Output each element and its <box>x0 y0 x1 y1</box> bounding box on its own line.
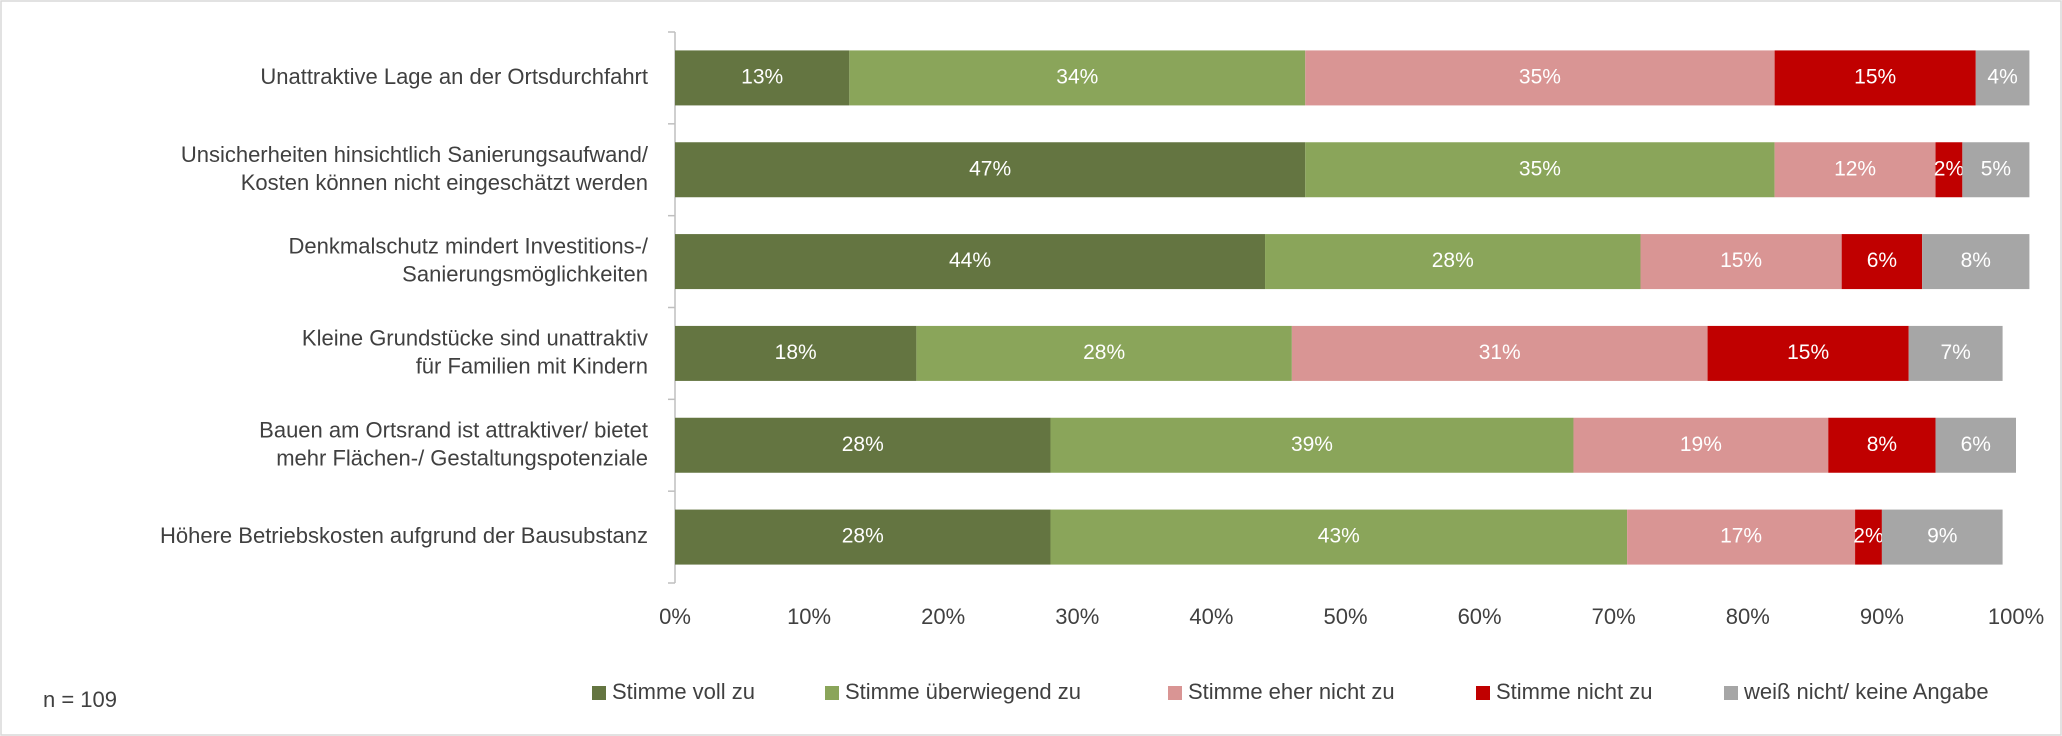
bar-segment <box>675 50 850 106</box>
bar-segment <box>1935 417 2016 473</box>
bar-segment <box>1627 509 1856 565</box>
x-tick-label: 60% <box>1458 604 1502 629</box>
category-label: Denkmalschutz mindert Investitions-/ Sani… <box>289 233 649 286</box>
bar-segment <box>675 417 1051 473</box>
bar-segment <box>1962 142 2030 198</box>
bar-segment <box>1774 142 1936 198</box>
bar-segment <box>1881 509 2003 565</box>
bar-segment <box>1922 234 2030 290</box>
category-label-line: Denkmalschutz mindert Investitions-/ <box>289 233 649 258</box>
bar-segment <box>1291 325 1708 381</box>
bar-segment <box>675 234 1266 290</box>
bar-segment <box>1305 142 1775 198</box>
x-tick-label: 50% <box>1323 604 1367 629</box>
value-label: 44% <box>949 249 991 272</box>
value-label: 28% <box>1083 341 1125 364</box>
bar-segment <box>1774 50 1976 106</box>
bar-segment <box>1265 234 1641 290</box>
x-tick-label: 0% <box>659 604 691 629</box>
x-tick-label: 70% <box>1592 604 1636 629</box>
bar-segment <box>1305 50 1775 106</box>
value-label: 47% <box>969 157 1011 180</box>
value-label: 6% <box>1961 433 1991 456</box>
bar-segment <box>1841 234 1923 290</box>
bar-segment <box>675 142 1306 198</box>
value-label: 2% <box>1934 157 1964 180</box>
legend-label: Stimme voll zu <box>612 679 755 704</box>
value-label: 28% <box>842 525 884 548</box>
category-label-line: mehr Flächen-/ Gestaltungspotenziale <box>276 445 648 470</box>
value-label: 8% <box>1961 249 1991 272</box>
legend-label: weiß nicht/ keine Angabe <box>1743 679 1989 704</box>
bar-segment <box>1908 325 2003 381</box>
value-label: 15% <box>1787 341 1829 364</box>
bar-segment <box>916 325 1292 381</box>
category-label: Bauen am Ortsrand ist attraktiver/ biete… <box>259 417 648 470</box>
value-label: 43% <box>1318 525 1360 548</box>
value-label: 19% <box>1680 433 1722 456</box>
bar-segment <box>1935 142 1963 198</box>
value-label: 17% <box>1720 525 1762 548</box>
value-label: 8% <box>1867 433 1897 456</box>
x-tick-label: 30% <box>1055 604 1099 629</box>
x-tick-label: 10% <box>787 604 831 629</box>
value-label: 7% <box>1940 341 1970 364</box>
legend-label: Stimme eher nicht zu <box>1188 679 1395 704</box>
value-label: 39% <box>1291 433 1333 456</box>
legend-swatch <box>825 686 839 700</box>
category-label-line: für Familien mit Kindern <box>416 353 648 378</box>
value-label: 18% <box>775 341 817 364</box>
bar-segment <box>675 509 1051 565</box>
value-label: 5% <box>1981 157 2011 180</box>
bar-segment <box>849 50 1306 106</box>
category-label-line: Kosten können nicht eingeschätzt werden <box>241 170 648 195</box>
value-label: 2% <box>1853 525 1883 548</box>
x-tick-label: 90% <box>1860 604 1904 629</box>
value-label: 15% <box>1854 65 1896 88</box>
bar-segment <box>1707 325 1909 381</box>
value-label: 28% <box>1432 249 1474 272</box>
value-label: 35% <box>1519 157 1561 180</box>
legend-swatch <box>592 686 606 700</box>
legend-label: Stimme überwiegend zu <box>845 679 1081 704</box>
value-label: 13% <box>741 65 783 88</box>
category-label: Höhere Betriebskosten aufgrund der Bausu… <box>160 523 648 548</box>
category-label: Kleine Grundstücke sind unattraktiv für F… <box>302 325 648 378</box>
category-label-line: Bauen am Ortsrand ist attraktiver/ biete… <box>259 417 648 442</box>
bar-segment <box>1828 417 1936 473</box>
category-label-line: Höhere Betriebskosten aufgrund der Bausu… <box>160 523 648 548</box>
value-label: 34% <box>1056 65 1098 88</box>
value-label: 9% <box>1927 525 1957 548</box>
bar-segment <box>1050 417 1574 473</box>
sample-size: n = 109 <box>43 687 117 712</box>
bar-segment <box>1050 509 1628 565</box>
legend-label: Stimme nicht zu <box>1496 679 1653 704</box>
value-label: 35% <box>1519 65 1561 88</box>
bar-segment <box>675 325 917 381</box>
category-label-line: Sanierungsmöglichkeiten <box>402 261 648 286</box>
value-label: 31% <box>1479 341 1521 364</box>
category-label-line: Kleine Grundstücke sind unattraktiv <box>302 325 648 350</box>
x-tick-label: 20% <box>921 604 965 629</box>
category-label: Unattraktive Lage an der Ortsdurchfahrt <box>260 64 648 89</box>
legend-swatch <box>1476 686 1490 700</box>
category-label-line: Unsicherheiten hinsichtlich Sanierungsau… <box>181 142 649 167</box>
category-label: Unsicherheiten hinsichtlich Sanierungsau… <box>181 142 649 195</box>
value-label: 15% <box>1720 249 1762 272</box>
bar-segment <box>1573 417 1829 473</box>
bar-segment <box>1975 50 2030 106</box>
x-tick-label: 40% <box>1189 604 1233 629</box>
value-label: 4% <box>1987 65 2017 88</box>
value-label: 12% <box>1834 157 1876 180</box>
x-tick-label: 80% <box>1726 604 1770 629</box>
value-label: 6% <box>1867 249 1897 272</box>
legend-swatch <box>1724 686 1738 700</box>
bar-segment <box>1640 234 1842 290</box>
value-label: 28% <box>842 433 884 456</box>
x-tick-label: 100% <box>1988 604 2044 629</box>
category-label-line: Unattraktive Lage an der Ortsdurchfahrt <box>260 64 648 89</box>
legend-swatch <box>1168 686 1182 700</box>
bar-segment <box>1855 509 1882 565</box>
